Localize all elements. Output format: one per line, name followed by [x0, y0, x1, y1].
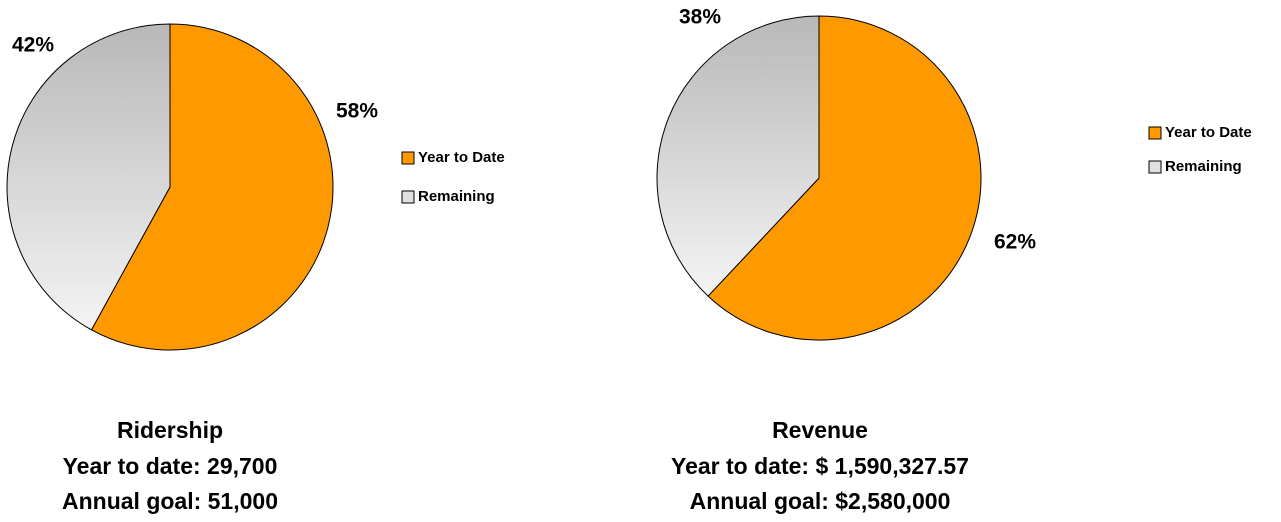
pie-slice: [656, 15, 820, 297]
caption: Ridership: [117, 417, 223, 443]
caption: Annual goal: 51,000: [62, 488, 278, 514]
legend-label: Year to Date: [1165, 124, 1252, 141]
caption: Revenue: [772, 417, 868, 443]
legend-swatch: [401, 190, 415, 204]
legend-swatch: [1148, 126, 1162, 140]
pie-slice: [90, 23, 334, 351]
pie-slice: [6, 23, 171, 331]
value-label: 42%: [12, 34, 54, 57]
legend-swatch: [1148, 160, 1162, 174]
caption: Year to date: 29,700: [63, 453, 278, 479]
value-label: 38%: [679, 6, 721, 29]
legend-label: Remaining: [1165, 158, 1242, 175]
pie-slice: [707, 15, 982, 341]
caption: Annual goal: $2,580,000: [690, 488, 951, 514]
legend-label: Remaining: [418, 188, 495, 205]
legend-swatch: [401, 151, 415, 165]
legend-label: Year to Date: [418, 149, 505, 166]
value-label: 58%: [336, 100, 378, 123]
value-label: 62%: [994, 231, 1036, 254]
caption: Year to date: $ 1,590,327.57: [671, 453, 969, 479]
